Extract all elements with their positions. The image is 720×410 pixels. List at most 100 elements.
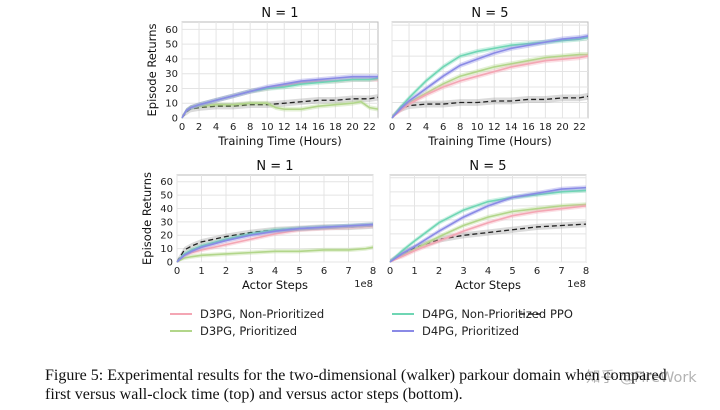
y-tick-label: 60 — [165, 25, 178, 36]
x-tick-label: 1 — [411, 266, 417, 277]
series-line — [391, 36, 589, 119]
x-axis-label: Training Time (Hours) — [427, 134, 552, 148]
x-tick-label: 22 — [573, 122, 586, 133]
x-tick-label: 2 — [436, 266, 442, 277]
chart-panel-2: 0 2 4 6 8 10 12 14 16 18 20 22 N = 5 Training Time (H… — [389, 6, 589, 148]
x-tick-label: 2 — [196, 122, 202, 133]
series-line — [181, 100, 379, 119]
legend-label: D4PG, Non-Prioritized — [422, 307, 546, 321]
x-tick-label: 4 — [423, 122, 429, 133]
x-tick-label: 7 — [558, 266, 564, 277]
x-tick-label: 1 — [198, 266, 204, 277]
caption-line-2: first versus wall-clock time (top) and v… — [45, 386, 463, 403]
x-tick-label: 2 — [406, 122, 412, 133]
x-tick-label: 6 — [440, 122, 446, 133]
figure-caption: Figure 5: Experimental results for the t… — [45, 366, 705, 404]
x-tick-label: 0 — [179, 122, 185, 133]
panel-title: N = 5 — [471, 6, 508, 21]
x-tick-label: 8 — [457, 122, 463, 133]
panel-title: N = 1 — [256, 159, 293, 174]
series-line — [389, 205, 587, 263]
y-tick-label: 20 — [165, 84, 178, 95]
series-line — [181, 75, 378, 119]
x-tick-label: 5 — [296, 266, 302, 277]
y-axis-label: Episode Returns — [140, 172, 154, 265]
x-axis-label: Actor Steps — [455, 278, 521, 292]
y-tick-label: 40 — [165, 54, 178, 65]
series-line — [176, 246, 374, 263]
legend: D3PG, Non-Prioritized D4PG, Non-Prioritiz… — [170, 307, 573, 338]
x-tick-label: 6 — [534, 266, 540, 277]
x-axis-exponent: 1e8 — [354, 279, 373, 290]
y-tick-label: 60 — [160, 177, 173, 188]
series-band — [182, 94, 378, 118]
x-tick-label: 18 — [329, 122, 342, 133]
y-tick-label: 0 — [167, 258, 173, 269]
x-tick-label: 5 — [509, 266, 515, 277]
y-tick-label: 30 — [165, 69, 178, 80]
x-tick-label: 4 — [485, 266, 491, 277]
x-tick-label: 0 — [174, 266, 180, 277]
series-band — [182, 74, 378, 118]
y-tick-label: 10 — [165, 99, 178, 110]
legend-label: D3PG, Prioritized — [200, 324, 297, 338]
series-line — [389, 203, 587, 263]
watermark: 知乎 @FireWork — [586, 369, 697, 386]
x-tick-label: 4 — [272, 266, 278, 277]
series-band — [392, 53, 588, 118]
x-tick-label: 7 — [345, 266, 351, 277]
legend-item: D3PG, Prioritized — [170, 324, 297, 338]
x-axis-exponent: 1e8 — [567, 279, 586, 290]
x-tick-label: 12 — [488, 122, 501, 133]
x-tick-label: 3 — [247, 266, 253, 277]
x-tick-label: 20 — [556, 122, 569, 133]
y-axis-label: Episode Returns — [145, 24, 159, 117]
series-line — [389, 189, 587, 263]
x-tick-label: 10 — [261, 122, 274, 133]
legend-item: D3PG, Non-Prioritized — [170, 307, 324, 321]
x-tick-label: 6 — [230, 122, 236, 133]
plot-area — [391, 21, 589, 119]
x-tick-label: 18 — [539, 122, 552, 133]
x-tick-label: 3 — [460, 266, 466, 277]
x-axis-label: Training Time (Hours) — [217, 134, 342, 148]
y-tick-label: 40 — [160, 204, 173, 215]
legend-item: PPO — [520, 307, 573, 321]
x-tick-label: 14 — [295, 122, 308, 133]
series-line — [391, 95, 589, 119]
series-line — [176, 223, 374, 263]
x-tick-label: 2 — [223, 266, 229, 277]
y-tick-label: 50 — [160, 191, 173, 202]
panel-title: N = 1 — [261, 6, 298, 21]
y-tick-label: 30 — [160, 217, 173, 228]
series-line — [181, 96, 379, 119]
legend-label: D3PG, Non-Prioritized — [200, 307, 324, 321]
series-band — [390, 203, 586, 262]
x-tick-label: 16 — [522, 122, 535, 133]
x-tick-label: 12 — [278, 122, 291, 133]
x-tick-label: 16 — [312, 122, 325, 133]
x-tick-label: 8 — [583, 266, 589, 277]
x-tick-label: 0 — [389, 122, 395, 133]
x-axis-label: Actor Steps — [242, 278, 308, 292]
y-tick-label: 0 — [172, 114, 178, 125]
y-tick-label: 50 — [165, 40, 178, 51]
x-tick-label: 6 — [321, 266, 327, 277]
x-tick-label: 10 — [471, 122, 484, 133]
series-band — [392, 92, 588, 118]
panel-title: N = 5 — [469, 159, 506, 174]
series-band — [390, 188, 586, 262]
legend-item: D4PG, Non-Prioritized — [392, 307, 546, 321]
caption-line-1: Figure 5: Experimental results for the t… — [45, 367, 667, 384]
x-tick-label: 4 — [213, 122, 219, 133]
series-line — [391, 35, 589, 119]
series-line — [391, 55, 589, 119]
legend-label: PPO — [550, 307, 573, 321]
series-line — [389, 186, 587, 263]
chart-panel-4: 0 1 2 3 4 5 6 7 8 N = 5 Actor Steps 1e8 — [387, 159, 589, 292]
x-tick-label: 22 — [363, 122, 376, 133]
x-tick-label: 8 — [247, 122, 253, 133]
